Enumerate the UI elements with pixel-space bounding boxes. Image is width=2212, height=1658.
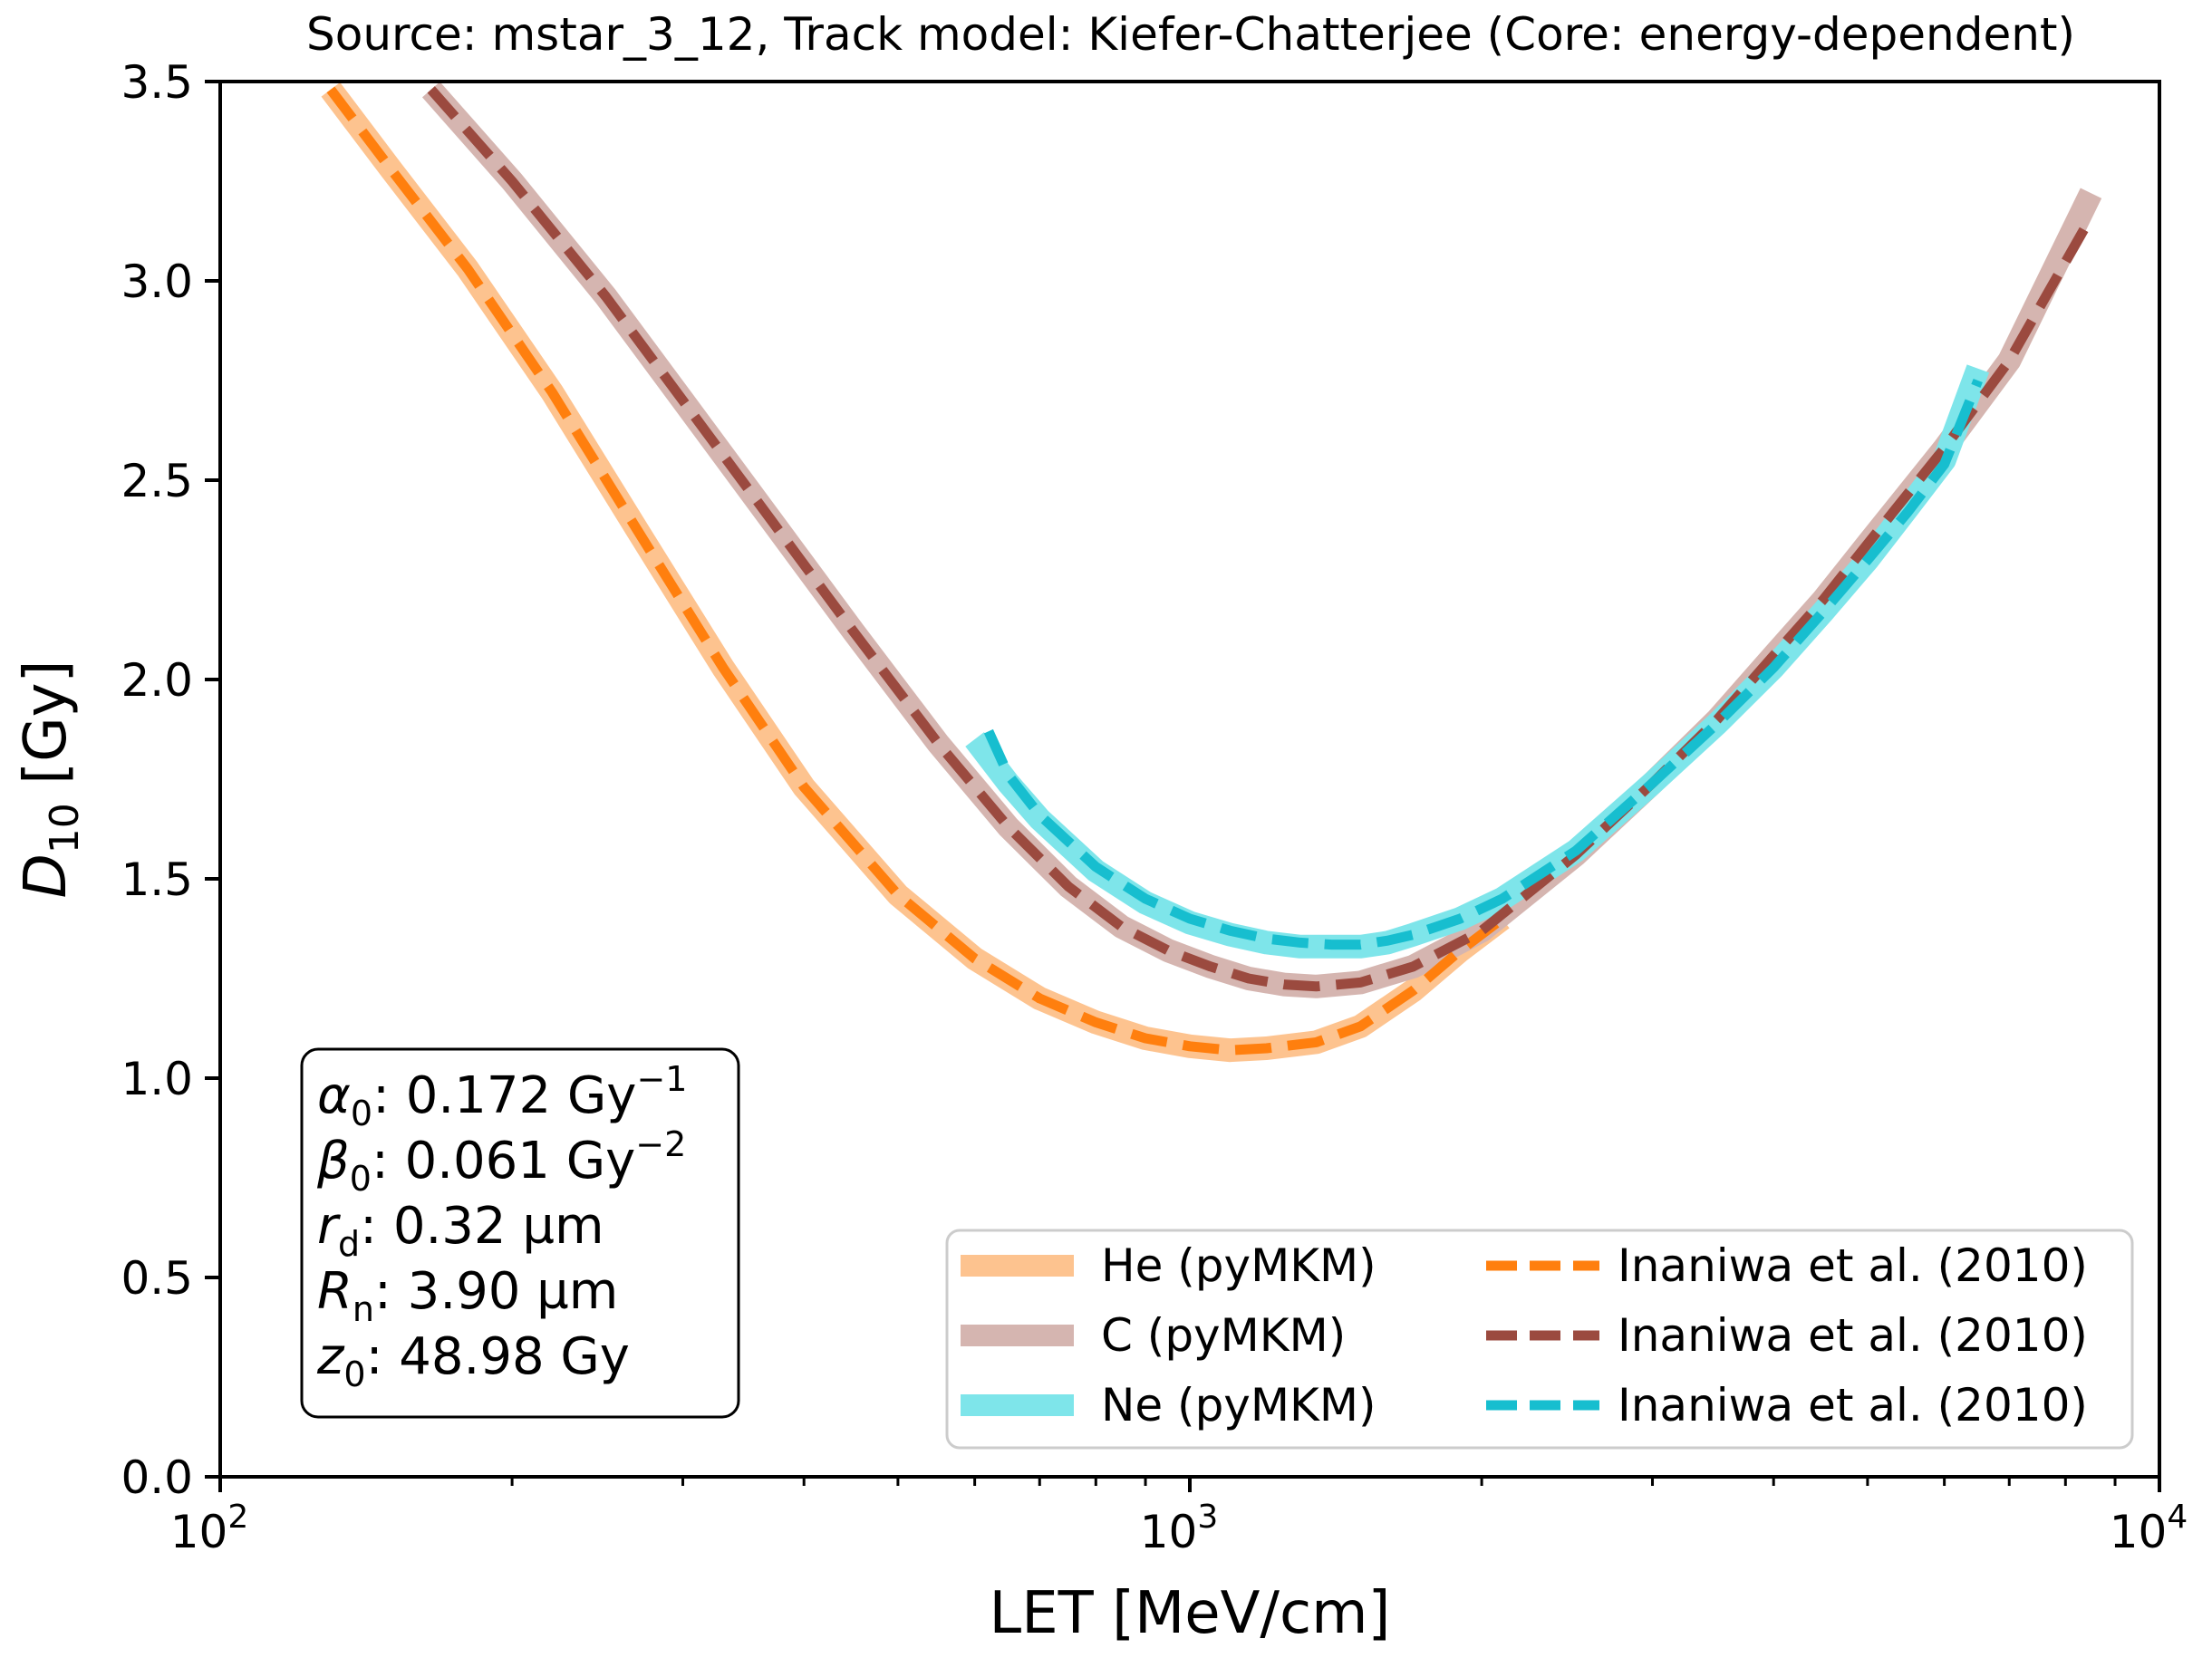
- y-tick-label: 2.5: [121, 455, 193, 507]
- legend-label-1: He (pyMKM): [1101, 1239, 1376, 1292]
- annotation-line-4: Rn: 3.90 µm: [317, 1262, 618, 1329]
- axis-ticks: 0.0 0.5 1.0 1.5 2.0 2.5 3.0 3.5 102 103 104: [121, 56, 2188, 1558]
- y-tick-label: 1.5: [121, 853, 193, 906]
- series-line-4-inaniwa-et-al-2010-dashed: [326, 86, 1506, 1056]
- y-tick-label: 0.0: [121, 1451, 193, 1504]
- series-line-5-inaniwa-et-al-2010-dashed: [427, 86, 2096, 992]
- annotation-line-3: rd: 0.32 µm: [317, 1197, 604, 1264]
- annotation-line-2: β0: 0.061 Gy−2: [316, 1124, 686, 1199]
- annotation-line-1: α0: 0.172 Gy−1: [317, 1059, 687, 1133]
- legend-label-5: Inaniwa et al. (2010): [1618, 1309, 2088, 1362]
- svg-text:D10 [Gy]: D10 [Gy]: [13, 660, 88, 898]
- x-tick-label: 104: [2110, 1499, 2188, 1558]
- y-tick-label: 0.5: [121, 1252, 193, 1305]
- legend-label-3: Ne (pyMKM): [1101, 1379, 1376, 1431]
- y-tick-label: 2.0: [121, 654, 193, 707]
- x-tick-label: 103: [1140, 1499, 1219, 1558]
- legend-label-2: C (pyMKM): [1101, 1309, 1346, 1362]
- x-tick-label: 102: [170, 1499, 249, 1558]
- series-line-6-inaniwa-et-al-2010-dashed: [983, 378, 1983, 950]
- y-tick-label: 1.0: [121, 1053, 193, 1105]
- y-axis-label: D10 [Gy]: [13, 660, 88, 898]
- legend: He (pyMKM) C (pyMKM) Ne (pyMKM) Inaniwa et …: [945, 1229, 2134, 1450]
- y-tick-label: 3.0: [121, 255, 193, 308]
- parameter-annotation-box: α0: 0.172 Gy−1β0: 0.061 Gy−2rd: 0.32 µmR…: [300, 1047, 740, 1419]
- x-axis-label: LET [MeV/cm]: [990, 1580, 1391, 1647]
- legend-label-4: Inaniwa et al. (2010): [1618, 1239, 2088, 1292]
- y-tick-label: 3.5: [121, 56, 193, 109]
- plot-lines: [321, 82, 2102, 1063]
- chart-title: Source: mstar_3_12, Track model: Kiefer-…: [306, 8, 2075, 61]
- legend-label-6: Inaniwa et al. (2010): [1618, 1379, 2088, 1431]
- annotation-line-5: z0: 48.98 Gy: [316, 1327, 630, 1394]
